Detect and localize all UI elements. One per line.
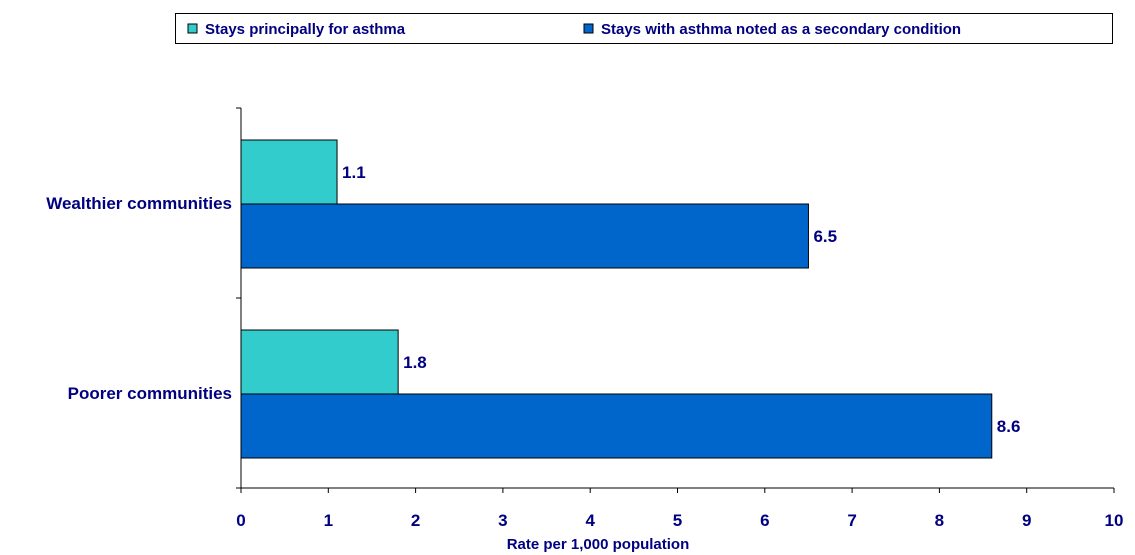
x-tick-label: 1 xyxy=(324,511,333,530)
category-label: Poorer communities xyxy=(68,384,232,403)
bars xyxy=(240,139,993,459)
x-tick-label: 4 xyxy=(585,511,595,530)
x-tick-label: 5 xyxy=(673,511,682,530)
x-tick-label: 3 xyxy=(498,511,507,530)
data-label: 6.5 xyxy=(813,227,837,246)
bar xyxy=(240,393,993,459)
x-tick-label: 8 xyxy=(935,511,944,530)
legend-box xyxy=(175,13,1113,44)
x-tick-label: 2 xyxy=(411,511,420,530)
data-label: 1.8 xyxy=(403,353,427,372)
x-tick-label: 6 xyxy=(760,511,769,530)
x-axis-title: Rate per 1,000 population xyxy=(507,536,690,553)
x-tick-label: 7 xyxy=(847,511,856,530)
category-label: Wealthier communities xyxy=(46,194,232,213)
legend-swatch xyxy=(583,23,594,34)
bar xyxy=(240,203,809,269)
legend-swatch xyxy=(187,23,198,34)
legend-label: Stays with asthma noted as a secondary c… xyxy=(601,21,961,38)
bar xyxy=(240,329,399,395)
x-tick-label: 9 xyxy=(1022,511,1031,530)
legend: Stays principally for asthma Stays with a… xyxy=(175,13,1113,44)
data-label: 1.1 xyxy=(342,163,366,182)
legend-label: Stays principally for asthma xyxy=(205,21,406,38)
x-tick-label: 0 xyxy=(236,511,245,530)
bar xyxy=(240,139,338,205)
data-label: 8.6 xyxy=(997,417,1021,436)
labels: Wealthier communities 1.1 6.5 Poorer commun… xyxy=(46,163,1020,436)
x-tick-label: 10 xyxy=(1105,511,1124,530)
